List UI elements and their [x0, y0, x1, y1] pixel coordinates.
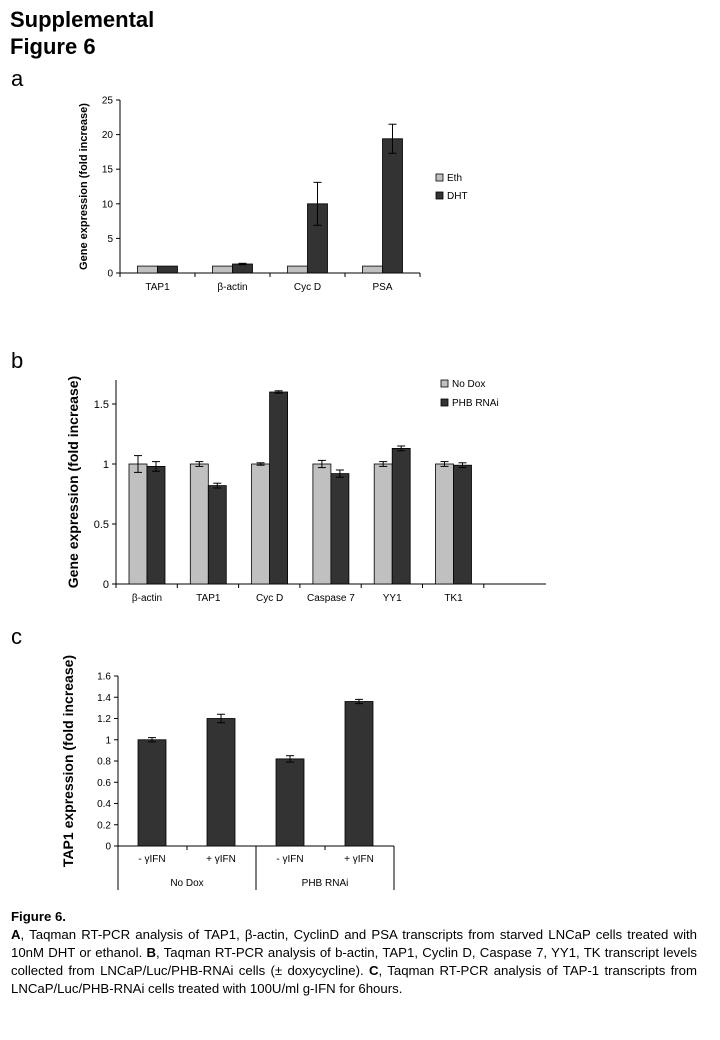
chart-c-y-tick-label: 0.6 — [97, 778, 111, 789]
chart-a-legend-swatch — [435, 173, 444, 182]
chart-a-y-axis-label: Gene expression (fold increase) — [78, 103, 90, 270]
chart-c-y-tick-label: 1 — [105, 735, 111, 746]
chart-c-y-tick-label: 0.2 — [97, 820, 111, 831]
chart-b-bar — [251, 463, 271, 585]
chart-b-y-tick-label: 0.5 — [94, 519, 109, 531]
caption-a-text: , Taqman RT-PCR analysis of TAP1, β-acti… — [11, 927, 697, 960]
chart-b-category-label: Caspase 7 — [307, 593, 355, 604]
chart-b-category-label: TAP1 — [196, 593, 221, 604]
chart-c-y-tick-label: 1.4 — [97, 693, 111, 704]
chart-a-bar — [212, 265, 233, 274]
chart-a-legend-label: DHT — [447, 191, 468, 202]
chart-b-category-label: YY1 — [383, 593, 402, 604]
chart-b-category-label: TK1 — [444, 593, 463, 604]
caption-c-letter: C — [369, 963, 379, 978]
caption-a-letter: A — [11, 927, 21, 942]
chart-c-bar — [137, 739, 167, 847]
chart-c-y-tick-label: 0 — [105, 842, 111, 853]
panel-a-letter: a — [11, 66, 24, 91]
chart-c-y-tick-label: 0.8 — [97, 757, 111, 768]
chart-a-bar — [157, 265, 178, 274]
chart-a-y-tick-label: 0 — [107, 269, 113, 280]
chart-a-legend-swatch — [435, 191, 444, 200]
chart-c-bar — [344, 701, 374, 847]
chart-b-bar — [391, 447, 411, 585]
chart-a-category-label: β-actin — [217, 282, 247, 293]
chart-a-y-tick-label: 10 — [102, 199, 114, 210]
chart-b-bar — [128, 463, 148, 585]
chart-a-category-label: PSA — [372, 282, 392, 293]
chart-a-y-tick-label: 5 — [107, 234, 113, 245]
caption-b-text: , Taqman RT-PCR analysis of b-actin, TAP… — [11, 945, 697, 978]
chart-c-category-label: + γIFN — [344, 854, 374, 865]
chart-c-y-tick-label: 0.4 — [97, 799, 111, 810]
chart-b-legend-label: PHB RNAi — [452, 398, 499, 409]
figure-caption: Figure 6. A, Taqman RT-PCR analysis of T… — [11, 908, 697, 998]
chart-a-bar — [362, 265, 383, 274]
chart-c-category-label: - γIFN — [276, 854, 303, 865]
chart-c-group-label: No Dox — [170, 878, 203, 889]
chart-b-bar — [435, 463, 454, 585]
chart-b-bar — [373, 463, 393, 585]
chart-a-category-label: TAP1 — [145, 282, 170, 293]
chart-b-legend-swatch — [440, 379, 449, 388]
chart-b-y-axis-label: Gene expression (fold increase) — [65, 376, 81, 588]
chart-b-legend-label: No Dox — [452, 379, 485, 390]
panel-b-letter: b — [11, 348, 24, 373]
chart-b-bar — [146, 465, 166, 585]
chart-b-category-label: Cyc D — [256, 593, 283, 604]
chart-c-y-tick-label: 1.6 — [97, 672, 111, 683]
chart-c-category-label: - γIFN — [138, 854, 165, 865]
chart-b-category-label: β-actin — [132, 593, 162, 604]
figure-charts: Gene expression (fold increase)051015202… — [60, 96, 546, 890]
chart-b-y-tick-label: 1 — [103, 459, 109, 471]
chart-a-bar — [382, 138, 403, 274]
chart-b-bar — [453, 464, 472, 585]
chart-b-y-tick-label: 0 — [103, 579, 109, 591]
caption-c-text: , Taqman RT-PCR analysis of TAP-1 transc… — [11, 963, 697, 996]
chart-c-y-tick-label: 1.2 — [97, 714, 111, 725]
figure-header: Supplemental Figure 6 — [10, 6, 154, 60]
caption-title: Figure 6. — [11, 909, 66, 924]
chart-a-y-tick-label: 25 — [102, 96, 114, 107]
header-line-2: Figure 6 — [10, 34, 96, 59]
chart-a-bar — [137, 265, 158, 274]
chart-b-y-tick-label: 1.5 — [94, 399, 109, 411]
chart-c-group-label: PHB RNAi — [302, 878, 349, 889]
chart-c-category-label: + γIFN — [206, 854, 236, 865]
chart-a-y-tick-label: 20 — [102, 130, 114, 141]
chart-b-bar — [269, 391, 289, 585]
chart-b-legend-swatch — [440, 398, 449, 407]
chart-c-bar — [275, 758, 305, 847]
chart-a-legend-label: Eth — [447, 173, 462, 184]
chart-b-bar — [207, 485, 227, 585]
chart-a-bar — [232, 263, 253, 274]
chart-b-bar — [330, 473, 350, 585]
chart-c-bar — [206, 718, 236, 847]
panel-c-letter: c — [11, 624, 22, 649]
header-line-1: Supplemental — [10, 7, 155, 32]
chart-a-y-tick-label: 15 — [102, 165, 114, 176]
caption-b-letter: B — [146, 945, 157, 960]
caption-body: A, Taqman RT-PCR analysis of TAP1, β-act… — [11, 926, 697, 998]
chart-c-y-axis-label: TAP1 expression (fold increase) — [60, 655, 76, 867]
chart-b-bar — [312, 463, 332, 585]
chart-a-bar — [287, 265, 308, 274]
chart-a-category-label: Cyc D — [294, 282, 321, 293]
chart-b-bar — [189, 463, 209, 585]
